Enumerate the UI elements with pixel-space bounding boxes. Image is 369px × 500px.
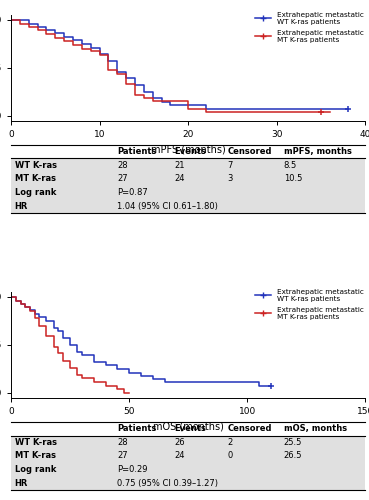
Text: 27: 27 [117, 174, 128, 184]
Text: mOS, months: mOS, months [284, 424, 347, 433]
Text: MT K-ras: MT K-ras [15, 174, 56, 184]
Text: 8.5: 8.5 [284, 161, 297, 170]
Text: 2: 2 [227, 438, 232, 447]
Legend: Extrahepatic metastatic
WT K-ras patients, Extrahepatic metastatic
MT K-ras pati: Extrahepatic metastatic WT K-ras patient… [254, 288, 365, 321]
Text: Events: Events [174, 424, 206, 433]
Text: 26: 26 [174, 438, 184, 447]
Bar [11, 200, 365, 213]
Text: 28: 28 [117, 161, 128, 170]
X-axis label: mPFS (months): mPFS (months) [151, 144, 225, 154]
Text: P=0.87: P=0.87 [117, 188, 148, 197]
Text: Censored: Censored [227, 147, 272, 156]
Text: Events: Events [174, 147, 206, 156]
Text: 21: 21 [174, 161, 184, 170]
Text: 0: 0 [227, 452, 232, 460]
Text: mPFS, months: mPFS, months [284, 147, 352, 156]
Bar [11, 186, 365, 200]
Text: P=0.29: P=0.29 [117, 465, 148, 474]
Text: Patients: Patients [117, 147, 157, 156]
Bar [11, 476, 365, 490]
Text: HR: HR [15, 202, 28, 210]
Text: Censored: Censored [227, 424, 272, 433]
Text: 7: 7 [227, 161, 232, 170]
Text: 25.5: 25.5 [284, 438, 302, 447]
Text: 26.5: 26.5 [284, 452, 302, 460]
Text: 10.5: 10.5 [284, 174, 302, 184]
Bar [11, 172, 365, 186]
Text: HR: HR [15, 478, 28, 488]
Text: Patients: Patients [117, 424, 157, 433]
Text: 0.75 (95% CI 0.39–1.27): 0.75 (95% CI 0.39–1.27) [117, 478, 218, 488]
Bar [11, 449, 365, 463]
Text: 28: 28 [117, 438, 128, 447]
Text: WT K-ras: WT K-ras [15, 438, 56, 447]
Text: 3: 3 [227, 174, 232, 184]
Legend: Extrahepatic metastatic
WT K-ras patients, Extrahepatic metastatic
MT K-ras pati: Extrahepatic metastatic WT K-ras patient… [254, 10, 365, 44]
Text: MT K-ras: MT K-ras [15, 452, 56, 460]
Text: 24: 24 [174, 452, 184, 460]
Text: 27: 27 [117, 452, 128, 460]
Bar [11, 158, 365, 172]
Text: Log rank: Log rank [15, 465, 56, 474]
Bar [11, 463, 365, 476]
Text: WT K-ras: WT K-ras [15, 161, 56, 170]
Text: 1.04 (95% CI 0.61–1.80): 1.04 (95% CI 0.61–1.80) [117, 202, 218, 210]
X-axis label: mOS (months): mOS (months) [153, 421, 224, 431]
Text: Log rank: Log rank [15, 188, 56, 197]
Text: 24: 24 [174, 174, 184, 184]
Bar [11, 436, 365, 449]
